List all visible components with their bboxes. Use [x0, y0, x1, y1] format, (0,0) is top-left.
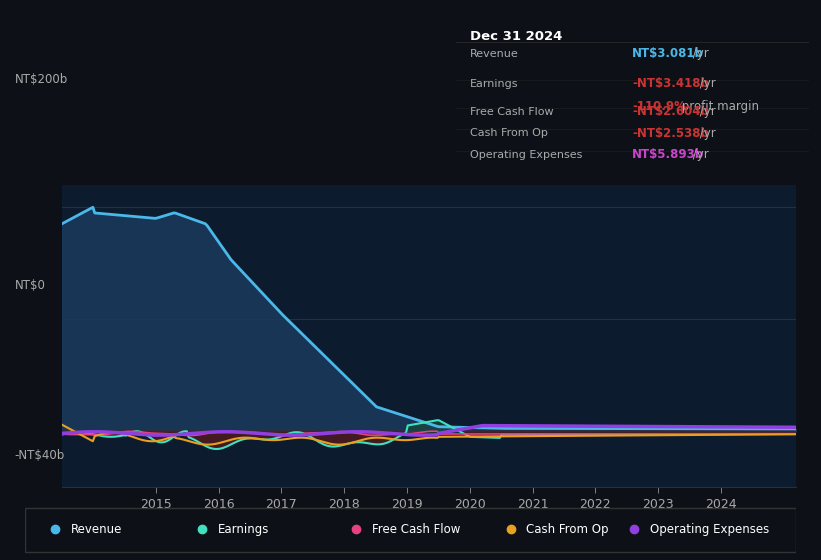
Text: Revenue: Revenue [71, 522, 122, 536]
Text: -NT$40b: -NT$40b [15, 449, 65, 462]
Text: -NT$3.418b: -NT$3.418b [632, 77, 709, 90]
Text: NT$0: NT$0 [15, 279, 46, 292]
Text: NT$5.893b: NT$5.893b [632, 148, 704, 161]
Text: NT$200b: NT$200b [15, 73, 68, 86]
Text: Revenue: Revenue [470, 49, 519, 59]
Text: /yr: /yr [690, 148, 709, 161]
Text: /yr: /yr [690, 48, 709, 60]
Text: /yr: /yr [695, 105, 715, 118]
Text: Earnings: Earnings [218, 522, 269, 536]
Text: Cash From Op: Cash From Op [470, 128, 548, 138]
Text: profit margin: profit margin [678, 100, 759, 113]
Text: Dec 31 2024: Dec 31 2024 [470, 30, 562, 43]
Text: Cash From Op: Cash From Op [526, 522, 608, 536]
Text: -NT$2.604b: -NT$2.604b [632, 105, 709, 118]
Text: Operating Expenses: Operating Expenses [470, 150, 582, 160]
Text: Free Cash Flow: Free Cash Flow [372, 522, 461, 536]
Text: /yr: /yr [695, 127, 715, 140]
Text: Earnings: Earnings [470, 79, 518, 88]
Text: NT$3.081b: NT$3.081b [632, 48, 704, 60]
Text: -NT$2.538b: -NT$2.538b [632, 127, 709, 140]
Text: Operating Expenses: Operating Expenses [649, 522, 769, 536]
Text: /yr: /yr [695, 77, 715, 90]
Text: -110.9%: -110.9% [632, 100, 686, 113]
Bar [25, 507, 796, 552]
Text: Free Cash Flow: Free Cash Flow [470, 107, 553, 117]
